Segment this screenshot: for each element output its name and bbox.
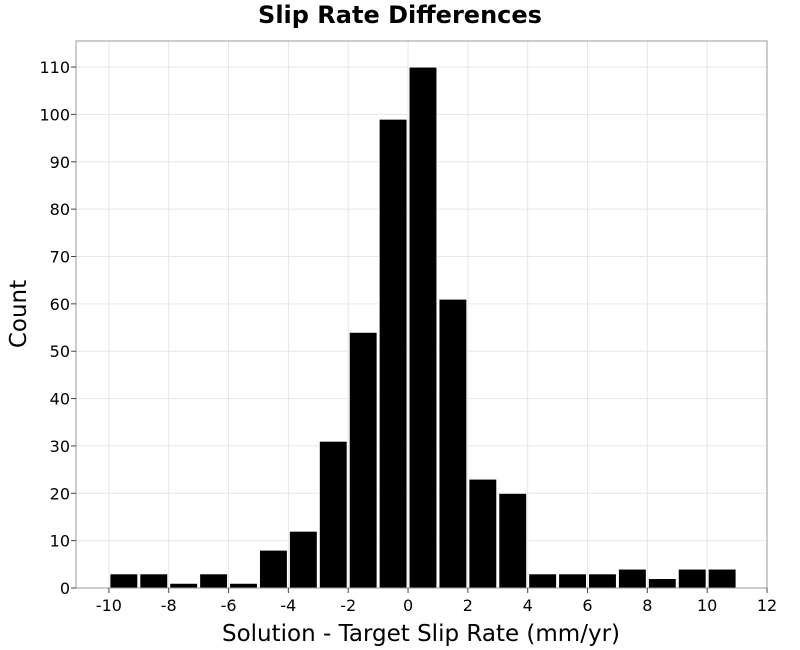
histogram-bar: [617, 568, 647, 589]
histogram-bar: [647, 578, 677, 589]
x-tick-label: -4: [280, 596, 296, 615]
x-tick-label: 0: [403, 596, 413, 615]
histogram-bar: [558, 573, 588, 589]
histogram-bar: [199, 573, 229, 589]
histogram-bar: [288, 530, 318, 589]
y-tick-label: 30: [50, 437, 70, 456]
x-tick-label: -8: [161, 596, 177, 615]
plot-area-frame: [75, 40, 768, 589]
x-tick-label: 8: [642, 596, 652, 615]
histogram-bar: [498, 492, 528, 589]
histogram-bar: [139, 573, 169, 589]
histogram-bar: [707, 568, 737, 589]
y-tick-label: 0: [60, 579, 70, 598]
y-tick-label: 10: [50, 532, 70, 551]
x-tick-label: 12: [757, 596, 777, 615]
histogram-bar: [109, 573, 139, 589]
y-tick-label: 40: [50, 390, 70, 409]
y-axis-label: Count: [6, 280, 32, 348]
histogram-bar: [677, 568, 707, 589]
x-axis-label: Solution - Target Slip Rate (mm/yr): [222, 621, 620, 647]
y-tick-label: 100: [39, 105, 70, 124]
histogram-bar: [229, 582, 258, 589]
chart-title: Slip Rate Differences: [258, 1, 542, 29]
histogram-bar: [318, 440, 348, 589]
y-tick-label: 110: [39, 58, 70, 77]
histogram-bar: [408, 66, 438, 589]
x-tick-label: -10: [96, 596, 122, 615]
y-axis-ticks: 0 10 20 30 40 50 60 70 80 90 100 110: [39, 58, 76, 598]
histogram-bar: [468, 478, 498, 589]
histogram-bar: [348, 331, 378, 589]
x-axis-ticks: -10 -8 -6 -4 -2 0 2 4 6 8 10 12: [96, 588, 777, 615]
y-tick-label: 60: [50, 295, 70, 314]
histogram-bar: [169, 582, 199, 589]
x-tick-label: 2: [463, 596, 473, 615]
histogram-bar: [528, 573, 558, 589]
x-tick-label: 10: [697, 596, 717, 615]
x-tick-label: -6: [221, 596, 237, 615]
histogram-bar: [438, 298, 468, 589]
y-tick-label: 70: [50, 247, 70, 266]
y-tick-label: 80: [50, 200, 70, 219]
x-tick-label: 6: [582, 596, 592, 615]
histogram-bar: [378, 118, 408, 589]
y-tick-label: 20: [50, 484, 70, 503]
histogram-bar: [258, 549, 288, 589]
y-tick-label: 90: [50, 153, 70, 172]
x-tick-label: -2: [340, 596, 356, 615]
y-tick-label: 50: [50, 342, 70, 361]
histogram-bar: [588, 573, 617, 589]
histogram-bars: [109, 66, 737, 589]
x-tick-label: 4: [523, 596, 533, 615]
